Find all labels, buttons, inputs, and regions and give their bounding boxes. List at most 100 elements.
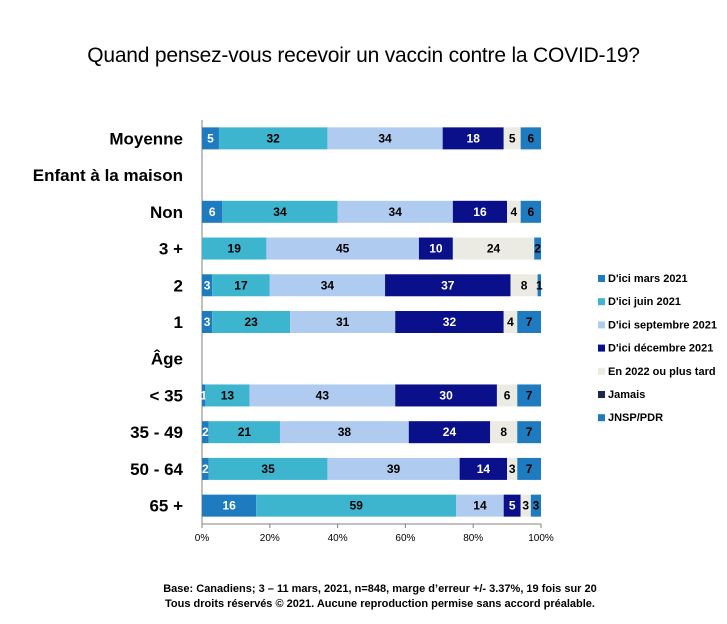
bar-segment-en-2022-ou-plus-tard (507, 200, 521, 223)
bar-segment-d-ici-d-cembre-2021 (385, 274, 511, 297)
bar-segment-jnsp-pdr (530, 494, 541, 517)
row-label-1: 1 (174, 313, 183, 332)
bar-segment-jnsp-pdr (534, 237, 541, 260)
data-label: 31 (336, 315, 350, 329)
bar-segment-d-ici-juin-2021 (208, 421, 280, 444)
x-tick-label: 100% (528, 533, 554, 544)
data-label: 14 (477, 462, 491, 476)
data-label: 3 (509, 462, 516, 476)
data-label: 18 (467, 131, 481, 145)
data-label: 39 (387, 462, 401, 476)
row-label-35: < 35 (149, 386, 183, 405)
data-label: 3 (522, 499, 529, 513)
bar-segment-d-ici-septembre-2021 (269, 274, 386, 297)
group-header-enfant-la-maison: Enfant à la maison (33, 166, 183, 185)
bar-segment-d-ici-mars-2021 (202, 384, 206, 407)
data-label: 10 (429, 242, 443, 256)
legend-label-jamais: Jamais (608, 389, 645, 401)
bar-segment-d-ici-d-cembre-2021 (503, 494, 521, 517)
bar-segment-d-ici-d-cembre-2021 (395, 311, 504, 333)
bar-segment-d-ici-septembre-2021 (249, 384, 396, 407)
bar-segment-en-2022-ou-plus-tard (510, 274, 538, 297)
legend-label-d-ici-septembre-2021: D'ici septembre 2021 (608, 319, 717, 331)
data-label: 43 (316, 388, 330, 402)
legend-swatch-jamais (598, 391, 605, 398)
bar-segment-jnsp-pdr (520, 200, 541, 223)
bar-segment-en-2022-ou-plus-tard (496, 384, 518, 407)
bar-segment-jnsp-pdr (517, 311, 541, 333)
data-label: 5 (207, 131, 214, 145)
legend-swatch-d-ici-mars-2021 (598, 275, 605, 282)
data-label: 14 (473, 499, 487, 513)
legend-swatch-d-ici-septembre-2021 (598, 321, 605, 329)
bar-segment-d-ici-juin-2021 (202, 237, 267, 260)
data-label: 30 (439, 388, 453, 402)
data-label: 6 (527, 131, 534, 145)
legend-label-en-2022-ou-plus-tard: En 2022 ou plus tard (608, 366, 716, 378)
bar-segment-jnsp-pdr (517, 421, 541, 444)
legend-label-d-ici-d-cembre-2021: D'ici décembre 2021 (608, 343, 713, 355)
bar-segment-d-ici-septembre-2021 (327, 457, 460, 480)
data-label: 6 (504, 388, 511, 402)
bar-segment-en-2022-ou-plus-tard (503, 127, 521, 150)
bar-segment-d-ici-juin-2021 (212, 274, 270, 297)
x-tick-label: 60% (395, 533, 415, 544)
footnote-base: Base: Canadiens; 3 – 11 mars, 2021, n=84… (163, 583, 597, 595)
data-label: 34 (273, 205, 287, 219)
data-label: 32 (443, 315, 457, 329)
data-label: 45 (336, 242, 350, 256)
data-label: 4 (507, 315, 514, 329)
x-tick-label: 80% (463, 533, 483, 544)
data-label: 7 (526, 315, 533, 329)
data-label: 7 (526, 388, 533, 402)
data-label: 38 (338, 425, 352, 439)
data-label: 1 (536, 278, 543, 292)
data-label: 8 (521, 278, 528, 292)
data-label: 34 (321, 278, 335, 292)
legend-label-jnsp-pdr: JNSP/PDR (608, 412, 663, 424)
row-label-65: 65 + (149, 497, 183, 516)
x-tick-label: 40% (328, 533, 348, 544)
data-label: 3 (533, 499, 540, 513)
bar-segment-d-ici-juin-2021 (218, 127, 328, 150)
bar-segment-jnsp-pdr (517, 384, 541, 407)
legend-label-d-ici-mars-2021: D'ici mars 2021 (608, 273, 688, 285)
bar-segment-d-ici-septembre-2021 (290, 311, 396, 333)
data-label: 5 (509, 499, 516, 513)
data-label: 3 (204, 278, 211, 292)
legend-swatch-d-ici-juin-2021 (598, 298, 605, 306)
footnote-copyright: Tous droits réservés © 2021. Aucune repr… (165, 598, 595, 610)
row-label-moyenne: Moyenne (109, 129, 183, 148)
bar-segment-d-ici-septembre-2021 (337, 200, 453, 223)
bar-segment-d-ici-mars-2021 (202, 274, 213, 297)
bar-segment-jnsp-pdr (517, 457, 541, 480)
data-label: 21 (238, 425, 252, 439)
data-label: 2 (202, 462, 209, 476)
data-label: 59 (350, 499, 364, 513)
data-label: 13 (221, 388, 235, 402)
bar-segment-d-ici-mars-2021 (202, 494, 257, 517)
data-label: 34 (378, 131, 392, 145)
bar-segment-en-2022-ou-plus-tard (520, 494, 531, 517)
bar-segment-d-ici-mars-2021 (202, 127, 219, 150)
data-label: 24 (487, 242, 501, 256)
data-label: 6 (527, 205, 534, 219)
x-tick-label: 20% (260, 533, 280, 544)
bar-segment-d-ici-juin-2021 (208, 457, 328, 480)
bar-segment-d-ici-juin-2021 (205, 384, 250, 407)
data-label: 7 (526, 462, 533, 476)
data-label: 35 (261, 462, 275, 476)
bar-segment-d-ici-septembre-2021 (279, 421, 409, 444)
bar-segment-en-2022-ou-plus-tard (490, 421, 518, 444)
bar-segment-d-ici-d-cembre-2021 (395, 384, 497, 407)
data-label: 32 (267, 131, 281, 145)
data-label: 19 (228, 242, 242, 256)
data-label: 34 (389, 205, 403, 219)
data-label: 24 (443, 425, 457, 439)
data-label: 6 (209, 205, 216, 219)
x-tick-label: 0% (195, 533, 210, 544)
group-header-ge: Âge (151, 350, 183, 369)
bar-segment-d-ici-mars-2021 (202, 457, 209, 480)
bar-segment-en-2022-ou-plus-tard (503, 311, 518, 333)
bar-segment-d-ici-d-cembre-2021 (418, 237, 453, 260)
